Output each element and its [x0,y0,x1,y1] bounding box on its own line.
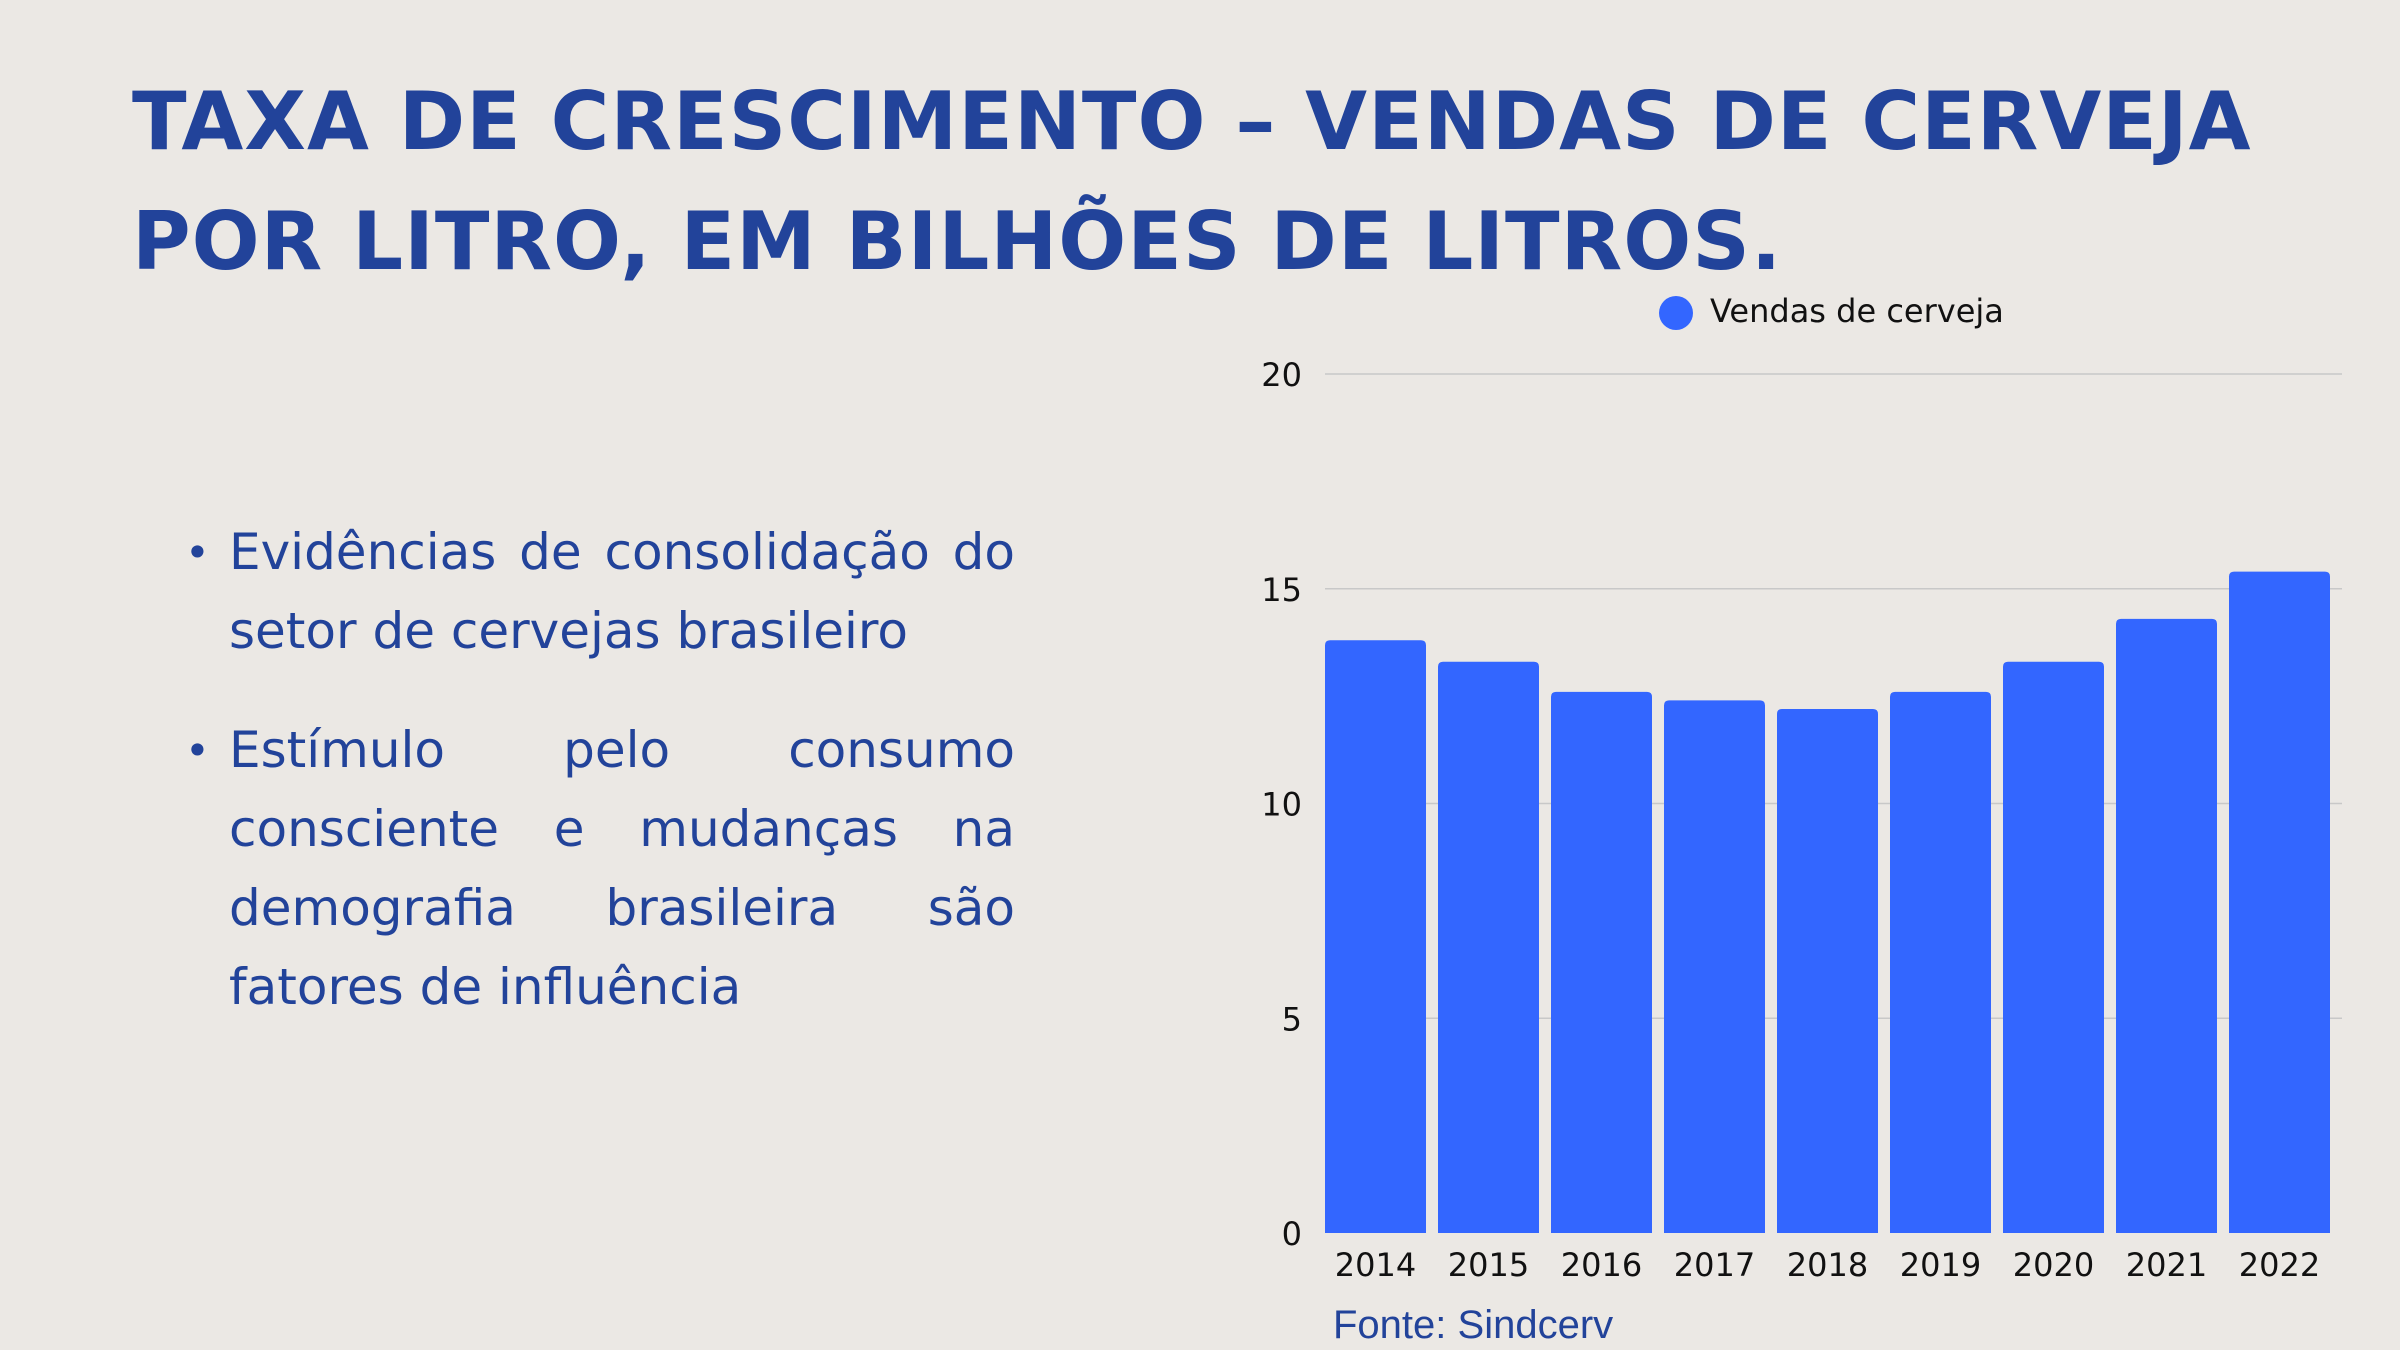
x-axis-labels: 2014 2015 2016 2017 2018 2019 2020 2021 2022 [1335,1246,2320,1284]
x-tick-label: 2017 [1674,1246,1755,1284]
title-line-2: POR LITRO, EM BILHÕES DE LITROS. [132,195,1783,288]
bar [1890,691,1991,1233]
y-axis-ticks: 0 5 10 15 20 [1261,356,1302,1253]
bullet-item: Estímulo pelo consumo consciente e mudan… [185,711,1015,1027]
bar [2003,661,2104,1233]
bar [1777,709,1878,1233]
x-tick-label: 2019 [1900,1246,1981,1284]
x-tick-label: 2018 [1787,1246,1868,1284]
x-tick-label: 2021 [2126,1246,2207,1284]
bar [1551,691,1652,1233]
y-tick-label: 15 [1261,571,1302,609]
legend-marker [1659,296,1693,330]
x-tick-label: 2020 [2013,1246,2094,1284]
page-title: TAXA DE CRESCIMENTO – VENDAS DE CERVEJA … [132,62,2312,302]
y-tick-label: 20 [1261,356,1302,394]
chart-bars [1325,571,2330,1233]
source-note: Fonte: Sindcerv [1333,1303,1614,1347]
bar [1438,661,1539,1233]
legend-label: Vendas de cerveja [1710,292,2004,330]
y-tick-label: 10 [1261,786,1302,824]
bullet-item: Evidências de consolidação do setor de c… [185,513,1015,671]
bar [1325,640,1426,1233]
y-tick-label: 5 [1282,1000,1302,1038]
bullet-list: Evidências de consolidação do setor de c… [185,513,1015,1067]
x-tick-label: 2022 [2239,1246,2320,1284]
chart-legend: Vendas de cerveja [1659,292,2004,330]
x-tick-label: 2014 [1335,1246,1416,1284]
x-tick-label: 2015 [1448,1246,1529,1284]
bar [2229,571,2330,1233]
y-tick-label: 0 [1282,1215,1302,1253]
bar [1664,700,1765,1233]
x-tick-label: 2016 [1561,1246,1642,1284]
title-line-1: TAXA DE CRESCIMENTO – VENDAS DE CERVEJA [132,75,2252,168]
bar [2116,618,2217,1233]
